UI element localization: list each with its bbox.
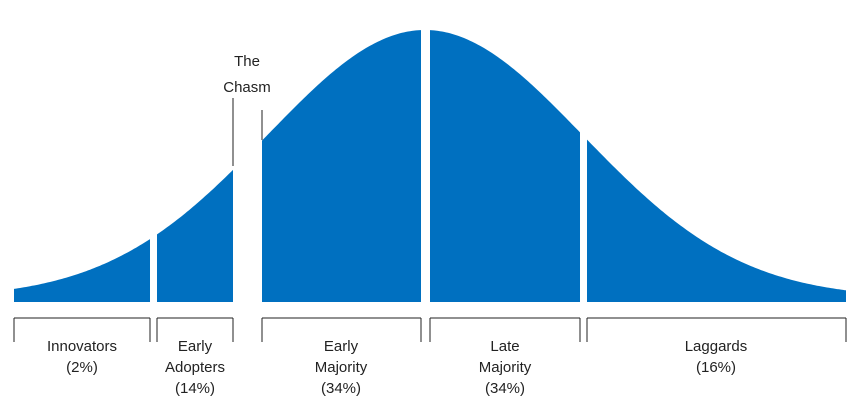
chasm-label: The <box>234 53 260 70</box>
curve-segment <box>157 169 233 302</box>
segment-label: Late <box>490 338 519 355</box>
segment-label: (34%) <box>321 380 361 397</box>
segment-label: (2%) <box>66 359 98 376</box>
segment-label: Early <box>324 338 359 355</box>
segment-label: (14%) <box>175 380 215 397</box>
segment-label: Innovators <box>47 338 117 355</box>
segment-label: (34%) <box>485 380 525 397</box>
segment-label: Laggards <box>685 338 748 355</box>
segment-label: Majority <box>315 359 368 376</box>
segment-label: Majority <box>479 359 532 376</box>
segment-label: (16%) <box>696 359 736 376</box>
curve-segment <box>262 30 421 302</box>
chasm-label: Chasm <box>223 79 271 96</box>
segment-label: Adopters <box>165 359 225 376</box>
segment-label: Early <box>178 338 213 355</box>
curve-segment <box>587 139 846 302</box>
curve-segment <box>14 239 150 302</box>
curve-segment <box>430 30 580 302</box>
